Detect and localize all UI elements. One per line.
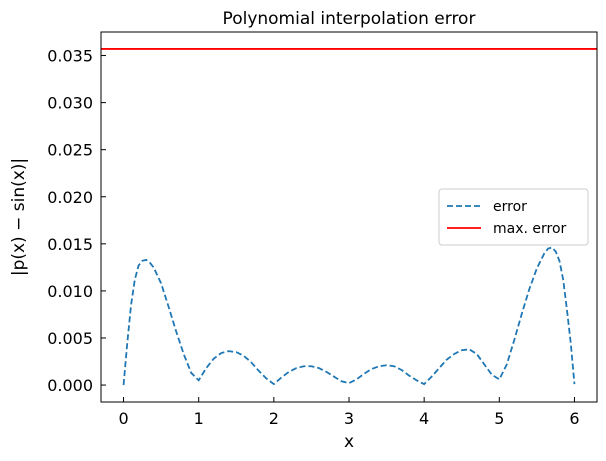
plot-frame <box>100 31 598 403</box>
x-tick-label: 4 <box>419 409 429 428</box>
y-tick-label: 0.010 <box>47 282 93 301</box>
x-tick-label: 3 <box>344 409 354 428</box>
y-tick-label: 0.030 <box>47 94 93 113</box>
y-axis-title: |p(x) − sin(x)| <box>9 158 29 276</box>
x-tick-label: 0 <box>118 409 128 428</box>
y-tick-label: 0.015 <box>47 235 93 254</box>
x-axis-title: x <box>344 432 354 452</box>
legend: error max. error <box>438 188 589 246</box>
y-tick-label: 0.020 <box>47 188 93 207</box>
x-tick-label: 1 <box>194 409 204 428</box>
series-layer <box>101 48 597 386</box>
x-tick-label: 5 <box>494 409 504 428</box>
error-series-line <box>122 246 576 386</box>
x-tick-label: 6 <box>569 409 579 428</box>
legend-label-max-error: max. error <box>493 221 567 237</box>
x-tick-label: 2 <box>269 409 279 428</box>
chart-title: Polynomial interpolation error <box>223 9 476 29</box>
y-tick-label: 0.035 <box>47 47 93 66</box>
y-tick-label: 0.005 <box>47 329 93 348</box>
ticks: 0 1 2 3 4 5 6 0.000 0.005 0.010 0.015 0.020 0.025 0.0… <box>47 47 579 428</box>
y-tick-label: 0.000 <box>47 376 93 395</box>
y-tick-label: 0.025 <box>47 141 93 160</box>
legend-box <box>438 188 589 246</box>
legend-label-error: error <box>493 199 527 215</box>
